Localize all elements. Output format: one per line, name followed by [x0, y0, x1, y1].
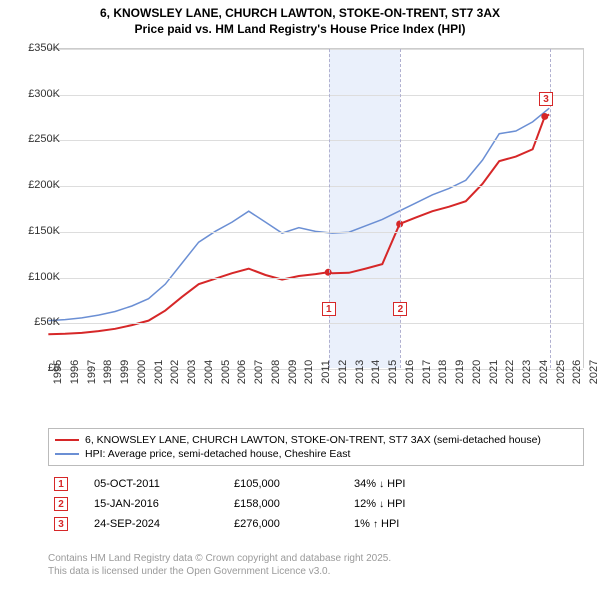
- x-axis-label: 2003: [186, 360, 198, 384]
- gridline: [48, 232, 583, 233]
- y-axis-label: £350K: [28, 42, 60, 54]
- series-line-property: [48, 115, 549, 335]
- attribution-line: This data is licensed under the Open Gov…: [48, 565, 391, 578]
- sale-marker-box: 2: [393, 302, 407, 316]
- sale-date: 24-SEP-2024: [94, 518, 234, 530]
- sale-date: 15-JAN-2016: [94, 498, 234, 510]
- x-axis-label: 2016: [404, 360, 416, 384]
- x-axis-label: 2012: [337, 360, 349, 384]
- sale-price: £158,000: [234, 498, 354, 510]
- x-axis-label: 2023: [521, 360, 533, 384]
- x-axis-label: 1998: [102, 360, 114, 384]
- title-line-1: 6, KNOWSLEY LANE, CHURCH LAWTON, STOKE-O…: [0, 6, 600, 22]
- x-axis-label: 2025: [555, 360, 567, 384]
- attribution-line: Contains HM Land Registry data © Crown c…: [48, 552, 391, 565]
- x-axis-label: 2007: [253, 360, 265, 384]
- gridline: [48, 278, 583, 279]
- legend-swatch-icon: [55, 453, 79, 455]
- x-axis-label: 2021: [488, 360, 500, 384]
- sale-marker-box: 3: [539, 92, 553, 106]
- x-axis-label: 2014: [370, 360, 382, 384]
- sale-price: £105,000: [234, 478, 354, 490]
- y-axis-label: £300K: [28, 88, 60, 100]
- plot-area: 1 2 3: [48, 48, 584, 368]
- legend: 6, KNOWSLEY LANE, CHURCH LAWTON, STOKE-O…: [48, 428, 584, 466]
- x-axis-label: 1996: [69, 360, 81, 384]
- x-axis-label: 2018: [437, 360, 449, 384]
- x-axis-label: 2026: [571, 360, 583, 384]
- y-axis-label: £200K: [28, 179, 60, 191]
- x-axis-label: 2024: [538, 360, 550, 384]
- x-axis-label: 2011: [320, 360, 332, 384]
- y-axis-label: £100K: [28, 271, 60, 283]
- y-axis-label: £250K: [28, 133, 60, 145]
- sale-marker-box: 3: [54, 517, 68, 531]
- x-axis-label: 2015: [387, 360, 399, 384]
- arrow-down-icon: ↓: [379, 499, 384, 510]
- gridline: [48, 95, 583, 96]
- x-axis-label: 2004: [203, 360, 215, 384]
- sale-marker-box: 2: [54, 497, 68, 511]
- sale-date: 05-OCT-2011: [94, 478, 234, 490]
- attribution: Contains HM Land Registry data © Crown c…: [48, 552, 391, 578]
- gridline: [48, 323, 583, 324]
- y-axis-label: £150K: [28, 225, 60, 237]
- legend-swatch-icon: [55, 439, 79, 441]
- x-axis-label: 2000: [136, 360, 148, 384]
- x-axis-label: 2005: [220, 360, 232, 384]
- x-axis-label: 1999: [119, 360, 131, 384]
- x-axis-label: 2010: [303, 360, 315, 384]
- sale-pct: 1% ↑ HPI: [354, 518, 464, 530]
- x-axis-label: 2009: [287, 360, 299, 384]
- gridline: [48, 49, 583, 50]
- gridline: [48, 186, 583, 187]
- sale-price: £276,000: [234, 518, 354, 530]
- x-axis-label: 2020: [471, 360, 483, 384]
- x-axis-label: 2001: [153, 360, 165, 384]
- sale-marker-box: 1: [322, 302, 336, 316]
- legend-item: 6, KNOWSLEY LANE, CHURCH LAWTON, STOKE-O…: [55, 433, 577, 447]
- chart-svg: [48, 49, 583, 368]
- sale-dot-icon: [541, 113, 548, 120]
- chart-title: 6, KNOWSLEY LANE, CHURCH LAWTON, STOKE-O…: [0, 0, 600, 37]
- legend-item: HPI: Average price, semi-detached house,…: [55, 447, 577, 461]
- vertical-dash: [400, 49, 401, 368]
- x-axis-label: 2006: [236, 360, 248, 384]
- x-axis-label: 2002: [169, 360, 181, 384]
- x-axis-label: 2019: [454, 360, 466, 384]
- x-axis-label: 2022: [504, 360, 516, 384]
- sale-marker-box: 1: [54, 477, 68, 491]
- gridline: [48, 140, 583, 141]
- sales-row: 1 05-OCT-2011£105,00034% ↓ HPI: [48, 474, 584, 494]
- sales-row: 2 15-JAN-2016£158,00012% ↓ HPI: [48, 494, 584, 514]
- sales-row: 3 24-SEP-2024£276,0001% ↑ HPI: [48, 514, 584, 534]
- x-axis-label: 1997: [86, 360, 98, 384]
- chart-container: 6, KNOWSLEY LANE, CHURCH LAWTON, STOKE-O…: [0, 0, 600, 590]
- x-axis-label: 2013: [354, 360, 366, 384]
- legend-label: HPI: Average price, semi-detached house,…: [85, 448, 350, 460]
- sales-table: 1 05-OCT-2011£105,00034% ↓ HPI 2 15-JAN-201…: [48, 474, 584, 534]
- x-axis-label: 2027: [588, 360, 600, 384]
- x-axis-label: 2008: [270, 360, 282, 384]
- arrow-up-icon: ↑: [373, 519, 378, 530]
- title-line-2: Price paid vs. HM Land Registry's House …: [0, 22, 600, 38]
- sale-pct: 12% ↓ HPI: [354, 498, 464, 510]
- sale-pct: 34% ↓ HPI: [354, 478, 464, 490]
- x-axis-label: 1995: [52, 360, 64, 384]
- arrow-down-icon: ↓: [379, 479, 384, 490]
- y-axis-label: £50K: [34, 316, 60, 328]
- vertical-dash: [329, 49, 330, 368]
- x-axis-label: 2017: [421, 360, 433, 384]
- legend-label: 6, KNOWSLEY LANE, CHURCH LAWTON, STOKE-O…: [85, 434, 541, 446]
